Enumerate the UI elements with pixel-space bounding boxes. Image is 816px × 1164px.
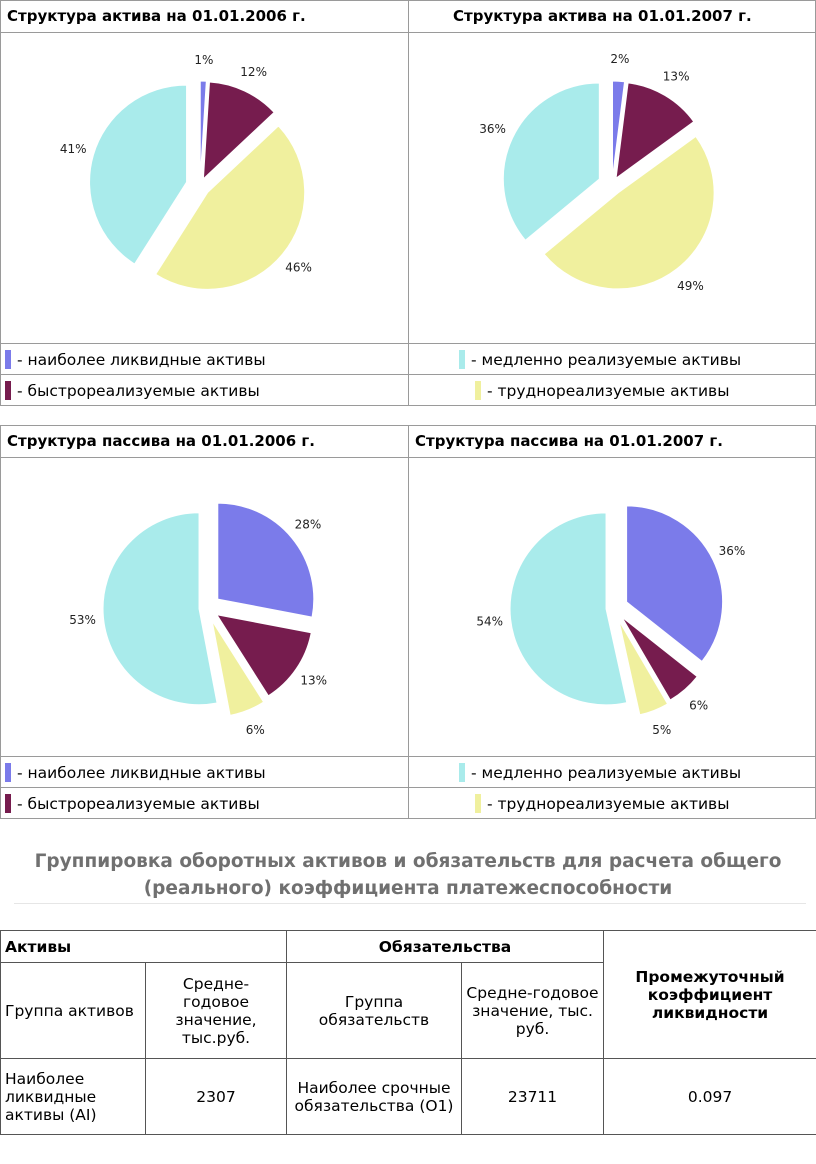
legend-label: - медленно реализуемые активы [471, 763, 742, 782]
legend-item-slow: - медленно реализуемые активы [408, 343, 816, 375]
legend-item-most-liquid: - наиболее ликвидные активы [0, 756, 409, 788]
asset-pie-cell-2007: 2% 13% 49% 36% [408, 32, 816, 344]
asset-pie-chart-2006: 1% 12% 46% 41% [60, 53, 312, 290]
pie-label-quick: 6% [689, 698, 708, 712]
liability-pie-chart-2006: 28% 13% 6% 53% [69, 502, 327, 737]
assets-header: Активы [0, 930, 287, 963]
pie-label-hard: 46% [285, 261, 312, 275]
asset-title-2006: Структура актива на 01.01.2006 г. [0, 0, 409, 33]
pie-label-most-liquid: 2% [610, 52, 629, 66]
pie-label-slow: 36% [479, 122, 506, 136]
pie-label-most-liquid: 36% [719, 544, 746, 558]
liability-value-cell: 23711 [460, 1058, 605, 1135]
pie-label-slow: 54% [476, 615, 503, 629]
pie-label-slow: 41% [60, 142, 87, 156]
legend-swatch-slow [459, 762, 465, 782]
legend-item-quick: - быстрореализуемые активы [0, 787, 409, 819]
pie-slice-slow [509, 512, 628, 706]
legend-swatch-quick [5, 793, 11, 813]
legend-label: - медленно реализуемые активы [471, 350, 742, 369]
pie-slice-most-liquid [199, 80, 207, 179]
legend-swatch-hard [475, 793, 481, 813]
pie-label-most-liquid: 1% [194, 53, 213, 67]
legend-swatch-quick [5, 380, 11, 400]
liability-average-column-header: Средне-годовое значение, тыс. руб. [460, 962, 605, 1059]
liability-title-2007: Структура пассива на 01.01.2007 г. [408, 425, 816, 458]
pie-label-slow: 53% [69, 613, 96, 627]
pie-slice-quick [215, 614, 312, 697]
asset-average-column-header: Средне-годовое значение, тыс.руб. [145, 962, 287, 1059]
asset-group-cell: Наиболее ликвидные активы (AI) [0, 1058, 146, 1135]
pie-slice-slow [502, 82, 600, 241]
liability-title-2006: Структура пассива на 01.01.2006 г. [0, 425, 409, 458]
grouping-table: Активы Обязательства Промежуточный коэфф… [0, 930, 816, 1135]
legend-item-hard: - труднореализуемые активы [408, 374, 816, 406]
pie-slice-quick [621, 616, 698, 701]
asset-group-column-header: Группа активов [0, 962, 146, 1059]
liability-group-cell: Наиболее срочные обязательства (О1) [286, 1058, 462, 1135]
pie-label-hard: 5% [652, 723, 671, 737]
pie-slice-quick [615, 82, 695, 180]
legend-item-hard: - труднореализуемые активы [408, 787, 816, 819]
pie-slice-most-liquid [217, 502, 315, 618]
pie-label-hard: 6% [246, 723, 265, 737]
divider [14, 903, 806, 904]
legend-label: - наиболее ликвидные активы [17, 350, 266, 369]
legend-swatch-most-liquid [5, 349, 11, 369]
pie-label-quick: 13% [300, 674, 327, 688]
pie-slice-hard [211, 620, 265, 716]
legend-swatch-most-liquid [5, 762, 11, 782]
pie-slice-most-liquid [626, 505, 724, 663]
legend-item-slow: - медленно реализуемые активы [408, 756, 816, 788]
liability-pie-cell-2006: 28% 13% 6% 53% [0, 457, 409, 757]
liability-pie-chart-2007: 36% 6% 5% 54% [476, 505, 746, 737]
pie-label-hard: 49% [677, 279, 704, 293]
asset-pie-chart-2007: 2% 13% 49% 36% [479, 52, 715, 293]
asset-title-2007: Структура актива на 01.01.2007 г. [408, 0, 816, 33]
pie-slice-hard [155, 125, 306, 290]
legend-label: - труднореализуемые активы [487, 381, 730, 400]
liability-pie-cell-2007: 36% 6% 5% 54% [408, 457, 816, 757]
pie-slice-most-liquid [612, 80, 626, 178]
liability-group-column-header: Группа обязательств [286, 962, 462, 1059]
legend-label: - наиболее ликвидные активы [17, 763, 266, 782]
pie-label-quick: 12% [240, 65, 267, 79]
pie-slice-quick [202, 81, 275, 180]
legend-label: - труднореализуемые активы [487, 794, 730, 813]
pie-slice-hard [618, 620, 669, 716]
legend-item-most-liquid: - наиболее ликвидные активы [0, 343, 409, 375]
ratio-header: Промежуточный коэффициент ликвидности [603, 930, 816, 1059]
pie-slice-hard [543, 135, 715, 290]
table-row: Наиболее ликвидные активы (AI) 2307 Наиб… [0, 1058, 816, 1135]
legend-label: - быстрореализуемые активы [17, 381, 260, 400]
asset-pie-cell-2006: 1% 12% 46% 41% [0, 32, 409, 344]
legend-item-quick: - быстрореализуемые активы [0, 374, 409, 406]
liability-structure-table: Структура пассива на 01.01.2006 г. Струк… [0, 425, 816, 819]
ratio-value-cell: 0.097 [603, 1058, 816, 1135]
liabilities-header: Обязательства [285, 930, 605, 963]
pie-slice-slow [89, 84, 188, 265]
pie-label-quick: 13% [663, 70, 690, 84]
asset-structure-table: Структура актива на 01.01.2006 г. Структ… [0, 0, 816, 406]
pie-slice-slow [102, 512, 218, 706]
legend-swatch-slow [459, 349, 465, 369]
legend-label: - быстрореализуемые активы [17, 794, 260, 813]
grouping-section-title: Группировка оборотных активов и обязател… [34, 851, 782, 899]
pie-label-most-liquid: 28% [295, 517, 322, 531]
legend-swatch-hard [475, 380, 481, 400]
asset-value-cell: 2307 [145, 1058, 287, 1135]
